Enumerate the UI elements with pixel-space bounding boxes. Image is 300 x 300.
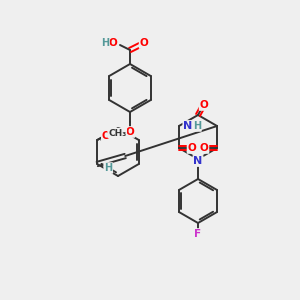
Text: N: N	[183, 121, 193, 131]
Text: O: O	[140, 38, 148, 48]
Text: O: O	[109, 38, 117, 48]
Text: N: N	[194, 156, 202, 166]
Text: F: F	[194, 229, 202, 239]
Text: O: O	[200, 143, 208, 153]
Text: H: H	[193, 121, 201, 131]
Text: H: H	[104, 163, 112, 173]
Text: H: H	[101, 38, 109, 48]
Text: O: O	[102, 131, 111, 141]
Text: O: O	[126, 127, 134, 137]
Text: CH₃: CH₃	[108, 128, 126, 137]
Text: O: O	[188, 143, 196, 153]
Text: O: O	[200, 100, 208, 110]
